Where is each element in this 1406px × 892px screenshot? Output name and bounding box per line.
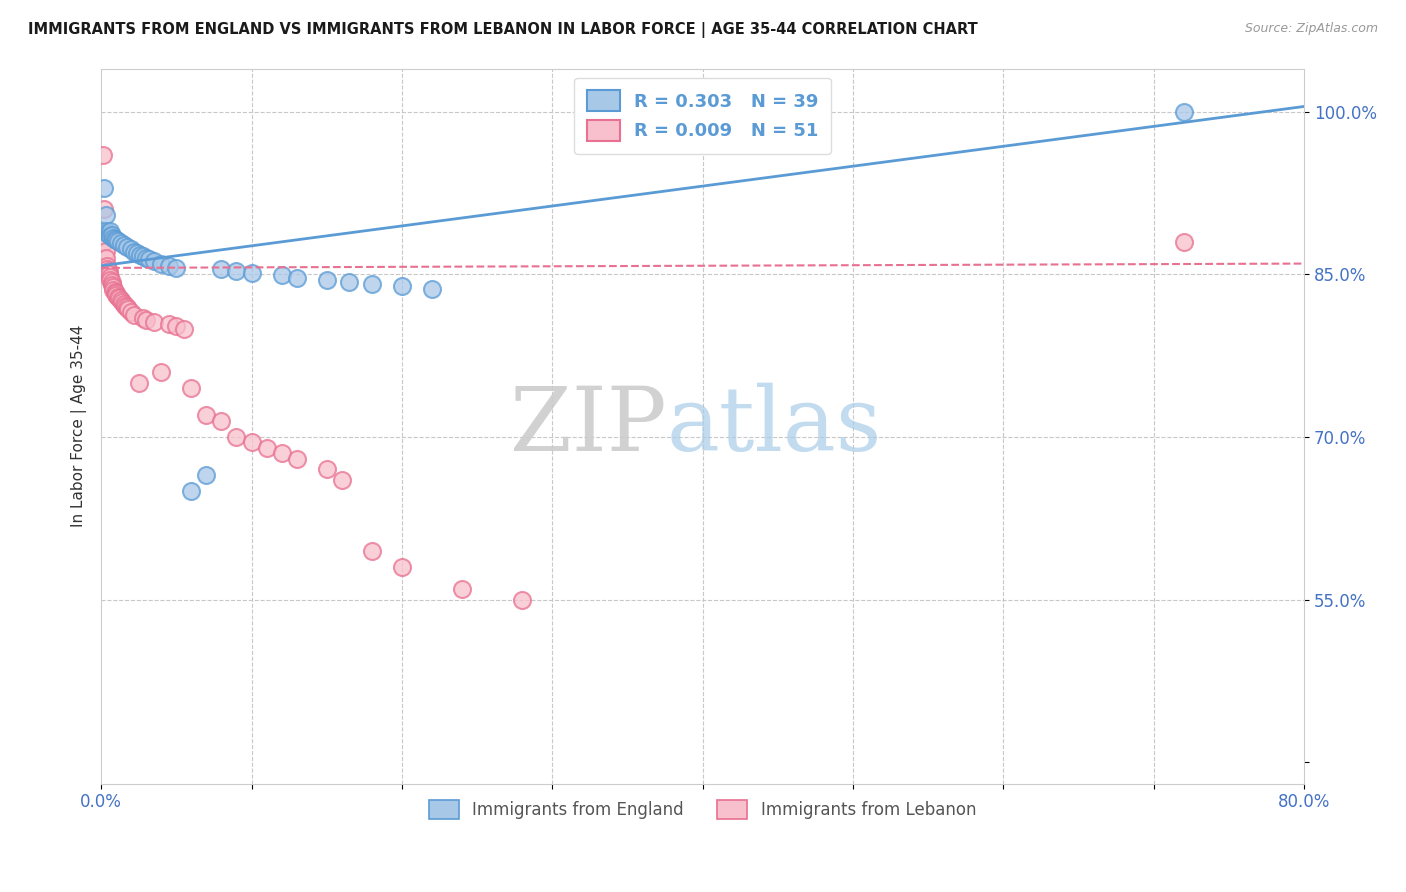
Point [110,235,132,250]
Point [1173,104,1195,119]
Point [120,243,142,257]
Point [142,315,165,329]
Text: atlas: atlas [666,383,882,470]
Point [128,376,150,390]
Point [209,414,232,428]
Text: IMMIGRANTS FROM ENGLAND VS IMMIGRANTS FROM LEBANON IN LABOR FORCE | AGE 35-44 CO: IMMIGRANTS FROM ENGLAND VS IMMIGRANTS FR… [28,22,977,38]
Point [104,232,127,246]
Point [129,248,152,262]
Point [100,228,122,243]
Point [91,148,114,162]
Point [100,278,122,293]
Point [209,262,232,277]
Point [138,252,160,267]
Point [93,202,115,217]
Point [360,543,382,558]
Point [94,224,117,238]
Point [157,318,180,332]
Point [112,238,135,252]
Point [105,285,128,300]
Point [100,275,122,289]
Point [132,249,155,263]
Point [330,473,353,487]
Point [165,319,187,334]
Point [120,305,142,319]
Y-axis label: In Labor Force | Age 35-44: In Labor Force | Age 35-44 [72,325,87,527]
Point [391,560,413,574]
Point [107,234,129,248]
Point [285,451,308,466]
Point [142,254,165,268]
Point [110,293,132,308]
Point [180,381,202,395]
Point [101,283,124,297]
Point [94,251,117,265]
Point [132,310,155,325]
Point [195,409,218,423]
Point [315,462,337,476]
Point [117,302,139,317]
Point [108,291,131,305]
Point [94,244,117,258]
Point [1173,235,1195,249]
Point [150,365,173,379]
Text: ZIP: ZIP [510,383,666,470]
Point [135,313,157,327]
Text: Source: ZipAtlas.com: Source: ZipAtlas.com [1244,22,1378,36]
Point [105,233,128,247]
Point [112,296,135,310]
Point [101,280,124,294]
Point [122,308,145,322]
Point [225,430,247,444]
Point [195,467,218,482]
Point [127,245,149,260]
Point [115,300,138,314]
Point [98,273,121,287]
Point [420,281,443,295]
Point [93,235,115,249]
Point [107,290,129,304]
Point [97,268,120,282]
Point [97,264,120,278]
Point [96,226,118,240]
Point [173,321,195,335]
Point [451,582,474,596]
Point [111,294,134,309]
Point [98,224,121,238]
Point [157,259,180,273]
Point [101,230,124,244]
Point [315,273,337,287]
Point [93,180,115,194]
Point [337,275,360,289]
Point [104,285,127,299]
Point [115,240,138,254]
Point [105,288,128,302]
Point [165,260,187,275]
Point [285,270,308,285]
Point [114,299,136,313]
Legend: Immigrants from England, Immigrants from Lebanon: Immigrants from England, Immigrants from… [422,793,983,825]
Point [240,435,263,450]
Point [391,279,413,293]
Point [94,208,117,222]
Point [150,256,173,270]
Point [135,251,157,265]
Point [96,262,118,277]
Point [240,266,263,280]
Point [97,227,120,242]
Point [96,259,118,273]
Point [180,484,202,499]
Point [360,277,382,292]
Point [122,244,145,259]
Point [98,229,121,244]
Point [270,268,292,283]
Point [270,446,292,460]
Point [256,441,278,455]
Point [225,264,247,278]
Point [510,592,533,607]
Point [98,269,121,284]
